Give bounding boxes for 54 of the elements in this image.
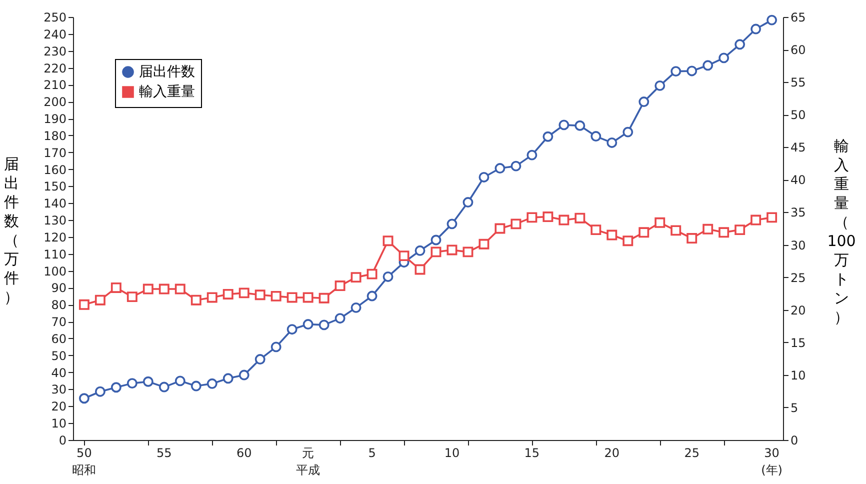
y2-tick-label: 35: [790, 206, 806, 220]
y-tick-label: 160: [44, 162, 66, 177]
text: 輸入重量（100万トン）: [827, 137, 856, 326]
y-axis-title: 届出件数（万件）: [4, 155, 19, 306]
x-tick-label: 55: [156, 446, 172, 460]
x-tick-label: 15: [524, 446, 540, 460]
y2-tick-label: 0: [790, 434, 798, 448]
y-tick-label: 180: [44, 128, 66, 143]
y2-tick-label: 50: [790, 108, 806, 122]
y-tick-label: 130: [44, 214, 66, 228]
legend-label: 輸入重量: [139, 84, 195, 100]
y-tick-label: 10: [51, 416, 66, 431]
y2-tick-label: 5: [790, 400, 798, 415]
y-tick-label: 70: [51, 315, 66, 330]
y-tick-label: 40: [51, 366, 66, 380]
y2-tick-label: 30: [790, 238, 806, 252]
x-tick-label: 10: [444, 446, 460, 460]
y-tick-label: 120: [44, 230, 66, 244]
y2-tick-label: 20: [790, 303, 806, 318]
y-tick-label: 250: [44, 10, 66, 24]
y2-tick-label: 10: [790, 368, 806, 382]
x-tick-label: 元平成: [296, 446, 320, 477]
y2-tick-label: 60: [790, 43, 806, 58]
x-tick-label: 20: [604, 446, 620, 460]
y2-tick-label: 15: [790, 336, 806, 350]
x-tick-label: 30(年): [761, 446, 782, 477]
y-tick-label: 220: [44, 61, 66, 76]
y-tick-label: 80: [51, 298, 66, 312]
y-tick-label: 90: [51, 281, 66, 296]
x-tick-label: 50昭和: [72, 446, 96, 477]
legend-label: 届出件数: [139, 64, 195, 80]
y2-tick-label: 55: [790, 76, 806, 90]
y-tick-label: 240: [44, 27, 66, 42]
y-tick-label: 0: [58, 434, 66, 448]
y-tick-label: 170: [44, 146, 66, 160]
y-tick-label: 150: [44, 180, 66, 194]
y-tick-label: 230: [44, 44, 66, 58]
y-tick-label: 20: [51, 400, 66, 414]
x-tick-label: 60: [236, 446, 252, 460]
y-tick-label: 110: [44, 247, 66, 262]
y-tick-label: 200: [44, 95, 66, 110]
y-tick-label: 30: [51, 382, 66, 397]
y-tick-label: 60: [51, 332, 66, 346]
x-tick-label: 25: [684, 446, 700, 460]
y-tick-label: 100: [44, 264, 66, 278]
y2-tick-label: 25: [790, 270, 806, 285]
x-tick-label: 5: [368, 446, 376, 460]
y-tick-label: 140: [44, 196, 66, 211]
y-tick-label: 210: [44, 78, 66, 92]
y-tick-label: 50: [51, 348, 66, 363]
y2-tick-label: 40: [790, 173, 806, 188]
y2-tick-label: 45: [790, 140, 806, 155]
y2-tick-label: 65: [790, 10, 806, 24]
y-tick-label: 190: [44, 112, 66, 126]
